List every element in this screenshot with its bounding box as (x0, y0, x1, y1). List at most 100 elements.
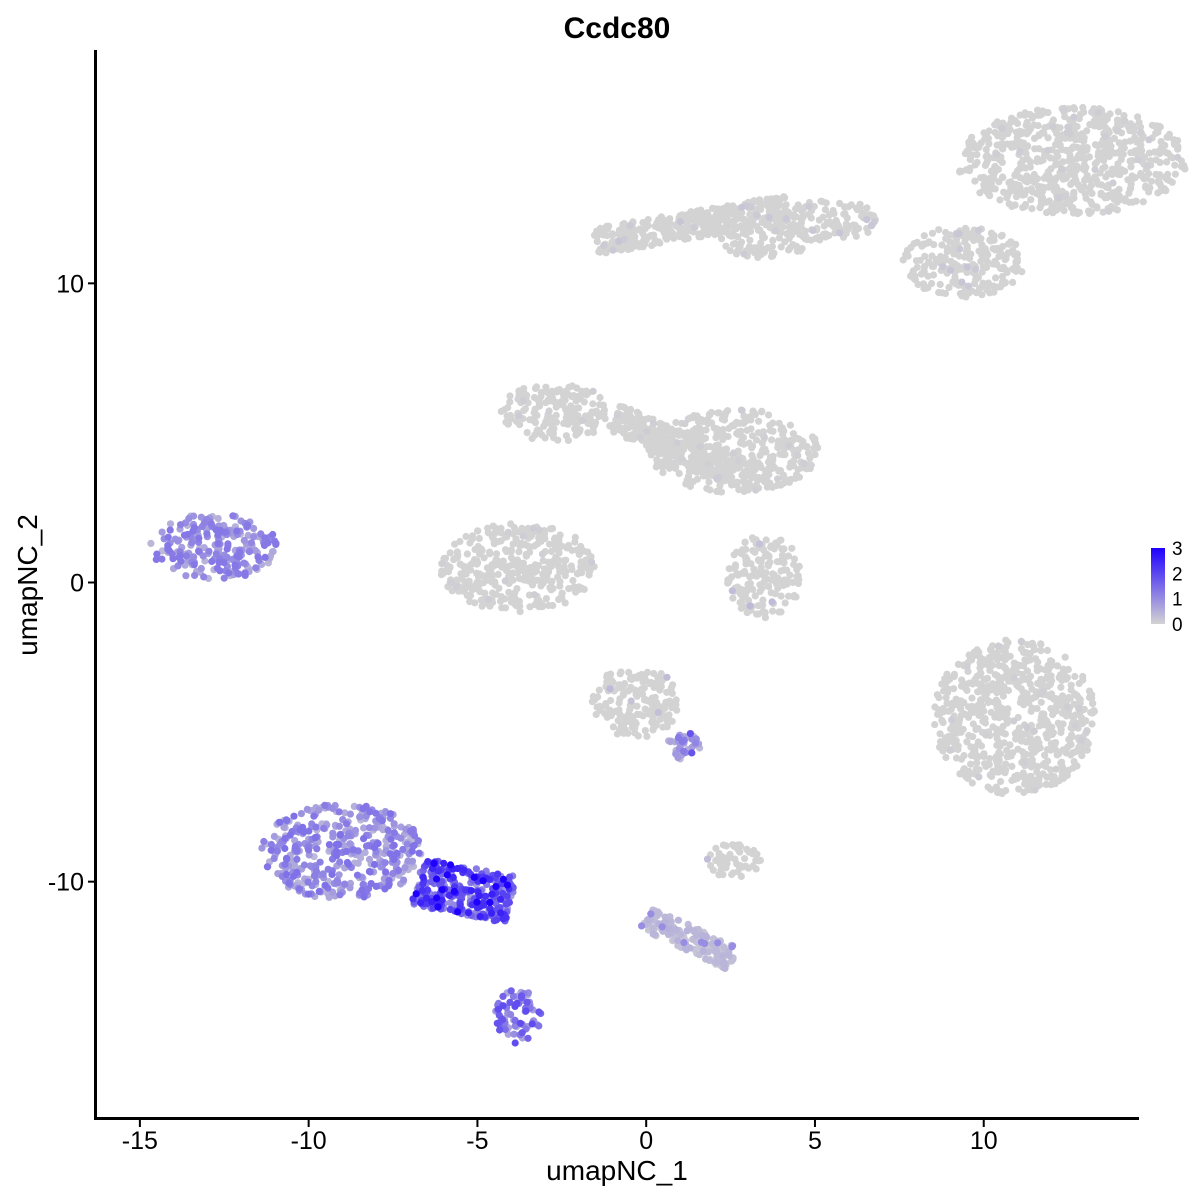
cell-point (530, 542, 539, 550)
cell-point (867, 222, 876, 230)
cell-point (1043, 171, 1051, 179)
cell-point (780, 545, 788, 553)
cell-point (955, 230, 963, 238)
cell-point (987, 645, 995, 654)
cell-point (786, 421, 795, 429)
cell-point (283, 855, 291, 863)
cell-point (655, 449, 663, 457)
cell-point (990, 288, 998, 296)
cell-point (628, 723, 636, 732)
cell-point (731, 563, 739, 571)
cell-point (1004, 639, 1012, 647)
cell-point (584, 429, 592, 437)
cell-point (484, 595, 492, 603)
cell-point (1019, 730, 1027, 738)
cell-point (365, 867, 373, 876)
cell-point (609, 230, 617, 238)
cell-point (731, 224, 740, 232)
cell-point (1134, 113, 1142, 121)
cell-point (730, 217, 738, 225)
cell-point (595, 412, 603, 421)
cell-point (1020, 758, 1028, 766)
cell-point (928, 229, 937, 237)
cell-point (971, 265, 980, 273)
cell-point (336, 891, 344, 899)
cell-point (1051, 187, 1059, 195)
cell-point (1051, 155, 1059, 163)
cell-point (1058, 165, 1066, 173)
cell-point (756, 587, 764, 596)
cell-point (1071, 172, 1079, 180)
cell-point (993, 150, 1001, 158)
cell-point (714, 441, 722, 449)
cell-point (189, 527, 197, 535)
cell-point (656, 433, 665, 441)
cell-point (789, 430, 798, 438)
cell-point (575, 550, 583, 559)
cell-point (761, 552, 769, 560)
cell-point (404, 857, 412, 865)
cell-point (769, 236, 777, 244)
cell-point (1001, 256, 1009, 264)
cell-point (1007, 182, 1015, 190)
cell-point (741, 855, 749, 863)
cell-point (1026, 672, 1035, 680)
cell-point (773, 481, 781, 490)
cell-point (811, 451, 819, 459)
cell-point (616, 695, 624, 703)
cell-point (1102, 114, 1110, 122)
cell-point (741, 567, 749, 576)
cell-point (1036, 690, 1044, 698)
cell-point (863, 216, 871, 224)
cell-point (386, 810, 395, 818)
cell-point (766, 426, 774, 435)
cell-point (486, 550, 494, 558)
cell-point (864, 228, 872, 236)
cell-point (523, 998, 531, 1006)
cell-point (996, 196, 1004, 204)
cell-point (492, 916, 501, 924)
cell-point (970, 236, 978, 245)
cell-point (1134, 156, 1142, 164)
cell-point (1027, 707, 1035, 715)
cell-point (526, 548, 534, 556)
cell-point (943, 244, 951, 252)
cell-point (951, 280, 960, 288)
cell-point (794, 572, 802, 580)
cell-point (738, 437, 746, 445)
cell-point (645, 232, 654, 240)
cell-point (408, 847, 416, 855)
cell-point (768, 598, 776, 606)
cell-point (535, 526, 543, 534)
cell-point (1039, 107, 1047, 115)
cell-point (621, 430, 629, 438)
cell-point (359, 805, 367, 813)
cell-point (1059, 106, 1068, 114)
cell-point (1078, 130, 1086, 138)
cell-point (686, 944, 694, 952)
cell-point (501, 604, 510, 612)
cell-point (466, 598, 474, 606)
cell-point (382, 868, 390, 876)
cell-point (942, 753, 950, 762)
cell-point (998, 124, 1006, 132)
cell-point (513, 556, 522, 564)
cell-point (1139, 198, 1147, 206)
cell-point (615, 237, 623, 245)
cell-point (954, 745, 962, 754)
cell-point (978, 291, 986, 299)
cell-point (1008, 143, 1016, 151)
cell-point (980, 250, 988, 258)
cell-point (1088, 720, 1096, 728)
cell-point (1094, 108, 1102, 116)
cell-point (472, 865, 480, 873)
cell-point (693, 429, 701, 437)
cell-point (1009, 278, 1017, 286)
cell-point (531, 601, 539, 609)
cell-point (393, 849, 401, 858)
cell-point (659, 462, 668, 470)
cell-point (252, 564, 260, 572)
cell-point (692, 453, 701, 461)
cell-point (492, 556, 500, 564)
cell-point (644, 222, 652, 230)
